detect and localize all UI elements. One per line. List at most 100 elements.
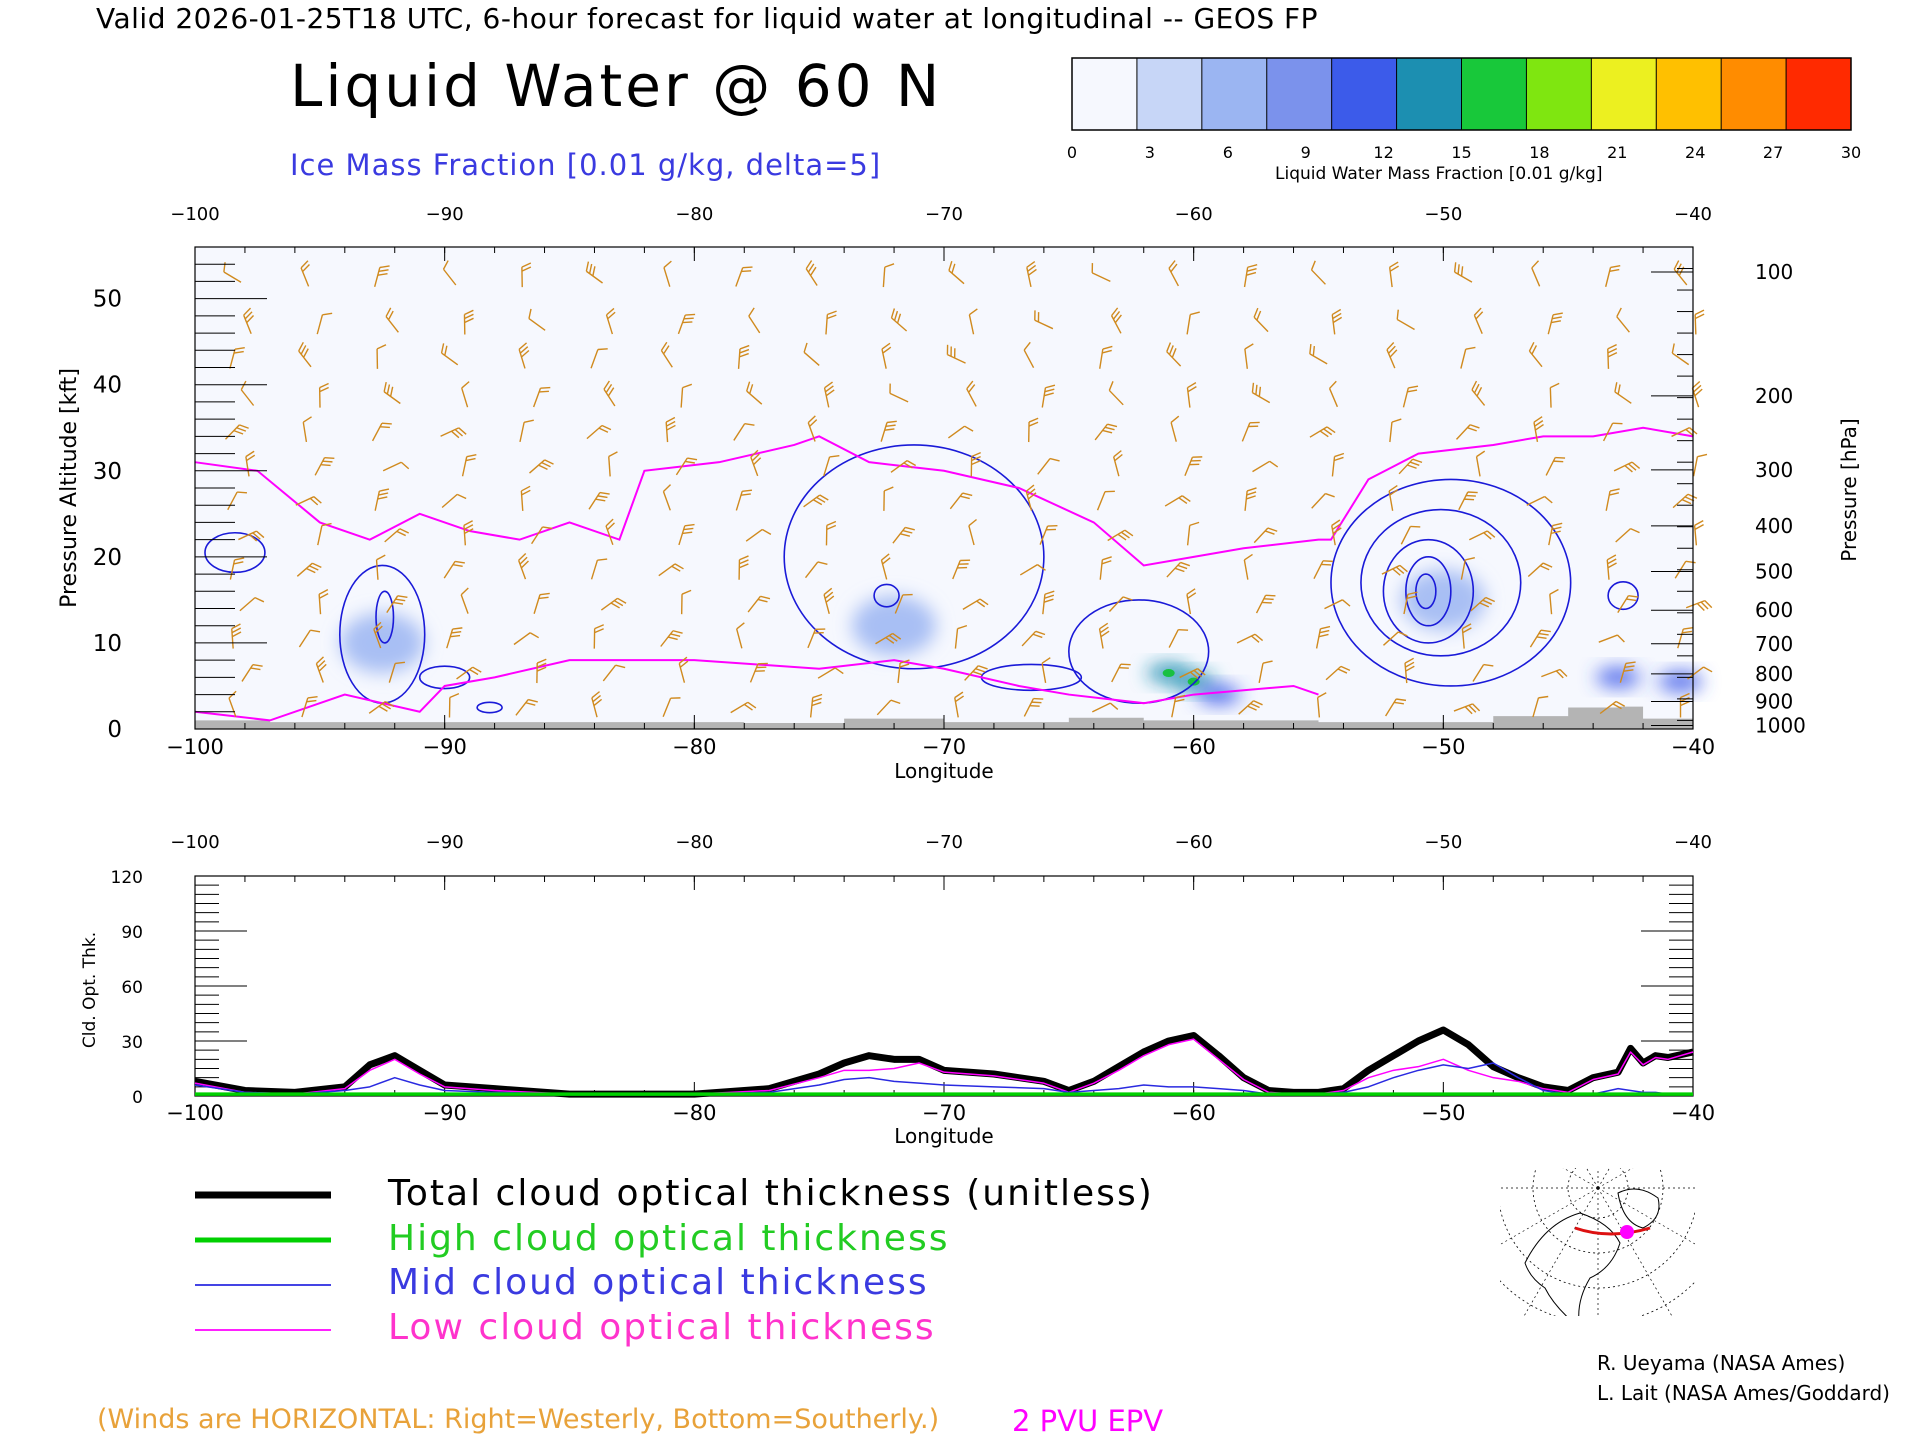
wind-barb-flag [597,495,608,499]
wind-barb [1531,260,1541,287]
wind-barb-flag [957,624,968,630]
wind-barb [1331,452,1345,477]
bottom-x-tick-label-top: −80 [675,832,713,853]
wind-barb-flag [1700,601,1709,610]
wind-barb-flag [1031,701,1042,704]
wind-barb-shaft [968,314,975,335]
wind-barb-flag [1310,260,1316,271]
wind-barb-flag [807,415,816,424]
wind-barb [386,595,408,613]
wind-barb [585,261,603,284]
wind-barb-flag [440,343,445,354]
wind-barb-flag [374,625,383,634]
wind-barb-flag [601,424,612,431]
wind-barb-flag [381,422,392,425]
wind-barb [376,344,387,369]
wind-barb [804,561,828,579]
wind-barb-flag [1243,553,1253,561]
wind-barb-flag [373,621,382,630]
wind-barb [440,427,467,439]
ice-contour [418,665,471,690]
y-tick-label-right: 600 [1755,598,1793,622]
wind-barb-shaft [460,594,469,614]
wind-barb-flag [1246,271,1257,276]
wind-barb [805,260,818,286]
wind-barb [1184,456,1203,477]
valid-time-header: Valid 2026-01-25T18 UTC, 6-hour forecast… [96,2,1319,35]
y-tick-label: 0 [107,717,122,743]
wind-barb [1021,630,1046,647]
wind-barb-flag [521,349,530,358]
wind-barb-flag [518,553,527,561]
y-tick-label-right: 300 [1755,458,1793,482]
wind-barb-flag [248,533,258,542]
wind-barb-flag [1124,529,1134,537]
wind-barb [301,696,318,718]
wind-barb-flag [541,461,551,468]
wind-barb-flag [1091,263,1094,273]
wind-barb-flag [461,381,470,389]
bottom-x-tick-label: −90 [423,1101,467,1125]
wind-barb [1692,453,1708,477]
wind-barb-flag [452,564,463,567]
wind-barb-flag [395,598,406,602]
wind-barb-flag [1253,700,1263,706]
wind-barb [1316,692,1327,718]
wind-barb-shaft [519,422,525,442]
colorbar-swatch [1526,58,1592,130]
wind-barb [1529,629,1551,648]
wind-barb-flag [1407,591,1418,596]
wind-barb-flag [1671,343,1675,354]
wind-barb-shaft [876,699,892,716]
wind-barb-flag [1342,599,1351,607]
wind-barb [1381,564,1408,576]
wind-barb-flag [322,460,333,463]
bottom-x-tick-label-top: −50 [1424,832,1462,853]
wind-barb-shaft [745,528,763,542]
wind-barb-flag [739,559,749,565]
wind-barb-shaft [1170,422,1177,442]
wind-barb [384,528,410,543]
wind-barb-shaft [317,525,323,546]
wind-barb [1677,626,1694,649]
wind-barb-flag [464,317,474,324]
wind-barb-flag [1261,601,1272,604]
wind-barb [750,449,762,477]
wind-barb-flag [1682,630,1693,634]
wind-barb [876,699,901,716]
wind-barb-flag [1685,560,1696,564]
wind-barb [962,598,989,610]
wind-barb-flag [660,341,668,351]
wind-barb-flag [386,384,391,395]
map-meridian [1597,1187,1673,1316]
wind-barb [677,313,696,335]
wind-barb-flag [1395,566,1405,575]
wind-barb-flag [951,263,956,274]
wind-barb-flag [1386,342,1395,351]
wind-barb-flag [681,589,692,595]
wind-barb-flag [460,587,469,596]
wind-barb [665,416,676,443]
wind-barb-flag [309,497,319,506]
wind-barb-flag [1393,701,1404,705]
wind-barb [1545,456,1566,476]
wind-barb-flag [1465,557,1475,561]
wind-barb-flag [665,416,676,423]
wind-barb [1253,307,1269,333]
plot-background [195,247,1693,729]
wind-barb-flag [663,260,672,269]
x-tick-label: −60 [1172,735,1216,759]
wind-barb-flag [1607,351,1618,358]
wind-barb [373,621,383,649]
wind-barb [748,307,761,334]
wind-barb-flag [1465,346,1476,350]
wind-barb-flag [1533,416,1543,423]
wind-barb-shaft [1616,316,1630,333]
wind-barb-flag [1615,700,1626,707]
wind-barb-flag [890,308,896,319]
wind-barb-flag [233,429,244,435]
chart-title: Liquid Water @ 60 N [290,52,943,120]
bottom-x-tick-label-top: −90 [426,832,464,853]
wind-barb-flag [243,307,252,316]
wind-barb [1458,491,1478,511]
